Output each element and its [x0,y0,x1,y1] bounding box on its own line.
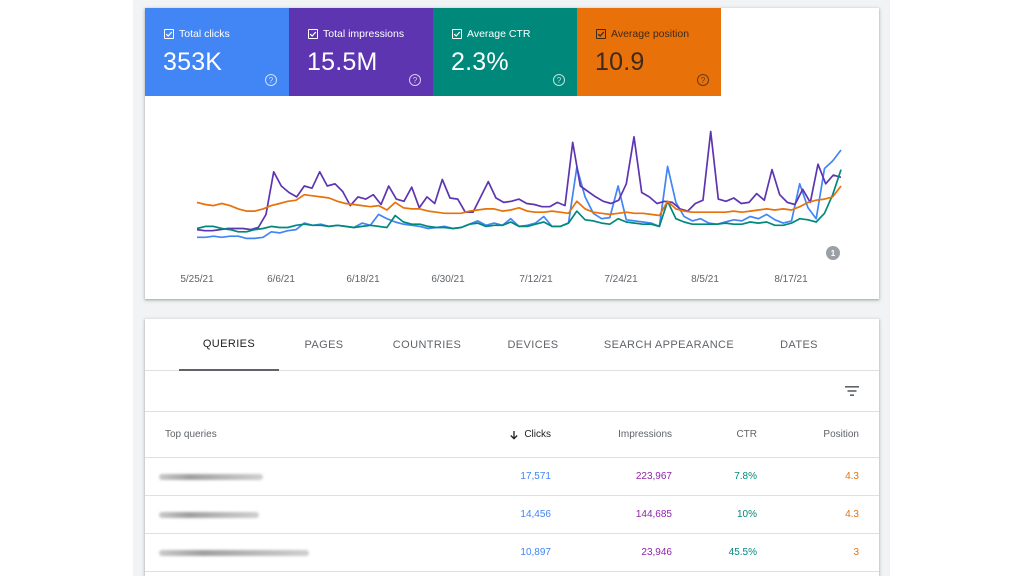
tab-queries[interactable]: QUERIES [179,319,279,371]
metric-total-impressions[interactable]: Total impressions 15.5M ? [289,8,433,96]
tab-search-appearance[interactable]: SEARCH APPEARANCE [603,339,735,351]
cell-ctr: 7.8% [734,471,757,482]
table-row[interactable]: 10,897 23,946 45.5% 3 [145,534,879,572]
blurred-query [159,550,309,556]
dimension-tabs: QUERIES PAGES COUNTRIES DEVICES SEARCH A… [145,319,879,371]
help-icon[interactable]: ? [553,74,565,86]
checkbox-checked-icon[interactable] [164,29,174,39]
cell-ctr: 10% [736,509,757,520]
table-header: Top queries Clicks Impressions CTR Posit… [145,412,879,458]
filter-bar [145,371,879,412]
sort-arrow-down-icon [510,430,518,440]
header-position[interactable]: Position [823,429,859,440]
performance-card: Total clicks 353K ? Total impressions 15… [145,8,879,299]
cell-clicks: 14,456 [520,509,551,520]
metric-value: 353K [163,48,223,76]
header-impressions[interactable]: Impressions [618,429,672,440]
metric-label: Total clicks [179,28,230,40]
annotation-marker[interactable]: 1 [826,246,840,260]
checkbox-checked-icon[interactable] [452,29,462,39]
cell-position: 3 [853,547,859,558]
series-line-total-impressions [196,130,842,232]
header-ctr[interactable]: CTR [736,429,757,440]
header-clicks[interactable]: Clicks [509,429,551,440]
series-line-average-ctr [196,169,842,233]
cell-clicks: 10,897 [520,547,551,558]
x-tick-label: 8/17/21 [774,274,808,285]
tab-dates[interactable]: DATES [780,339,818,351]
x-tick-label: 7/24/21 [604,274,638,285]
metric-label: Average CTR [467,28,531,40]
blurred-query [159,474,263,480]
cell-position: 4.3 [845,509,859,520]
tab-pages[interactable]: PAGES [304,339,344,351]
series-layer [196,130,842,240]
metric-value: 15.5M [307,48,378,76]
metric-average-ctr[interactable]: Average CTR 2.3% ? [433,8,577,96]
table-row[interactable]: 14,456 144,685 10% 4.3 [145,496,879,534]
cell-ctr: 45.5% [728,547,757,558]
cell-impressions: 144,685 [635,509,672,520]
tab-countries[interactable]: COUNTRIES [392,339,462,351]
help-icon[interactable]: ? [409,74,421,86]
x-tick-label: 6/30/21 [431,274,465,285]
metric-value: 2.3% [451,48,509,76]
x-axis-labels: 5/25/21 6/6/21 6/18/21 6/30/21 7/12/21 7/24/2… [180,274,808,285]
queries-table-card: QUERIES PAGES COUNTRIES DEVICES SEARCH A… [145,319,879,576]
x-tick-label: 6/18/21 [346,274,380,285]
checkbox-checked-icon[interactable] [596,29,606,39]
help-icon[interactable]: ? [265,74,277,86]
metric-value: 10.9 [595,48,645,76]
x-tick-label: 6/6/21 [267,274,295,285]
annotation-label: 1 [831,249,836,258]
help-icon[interactable]: ? [697,74,709,86]
cell-position: 4.3 [845,471,859,482]
x-tick-label: 7/12/21 [519,274,553,285]
cell-impressions: 23,946 [641,547,672,558]
checkbox-checked-icon[interactable] [308,29,318,39]
metric-total-clicks[interactable]: Total clicks 353K ? [145,8,289,96]
metric-label: Average position [611,28,690,40]
table-row[interactable]: 17,571 223,967 7.8% 4.3 [145,458,879,496]
header-top-queries: Top queries [165,429,217,440]
cell-clicks: 17,571 [520,471,551,482]
x-tick-label: 5/25/21 [180,274,214,285]
cell-impressions: 223,967 [635,471,672,482]
blurred-query [159,512,259,518]
series-line-average-position [196,185,842,217]
metric-label: Total impressions [323,28,405,40]
performance-chart[interactable]: 5/25/21 6/6/21 6/18/21 6/30/21 7/12/21 7/24/2… [145,96,879,296]
tab-devices[interactable]: DEVICES [507,339,559,351]
metric-average-position[interactable]: Average position 10.9 ? [577,8,721,96]
filter-icon[interactable] [843,382,861,400]
x-tick-label: 8/5/21 [691,274,719,285]
header-clicks-label: Clicks [524,429,551,440]
